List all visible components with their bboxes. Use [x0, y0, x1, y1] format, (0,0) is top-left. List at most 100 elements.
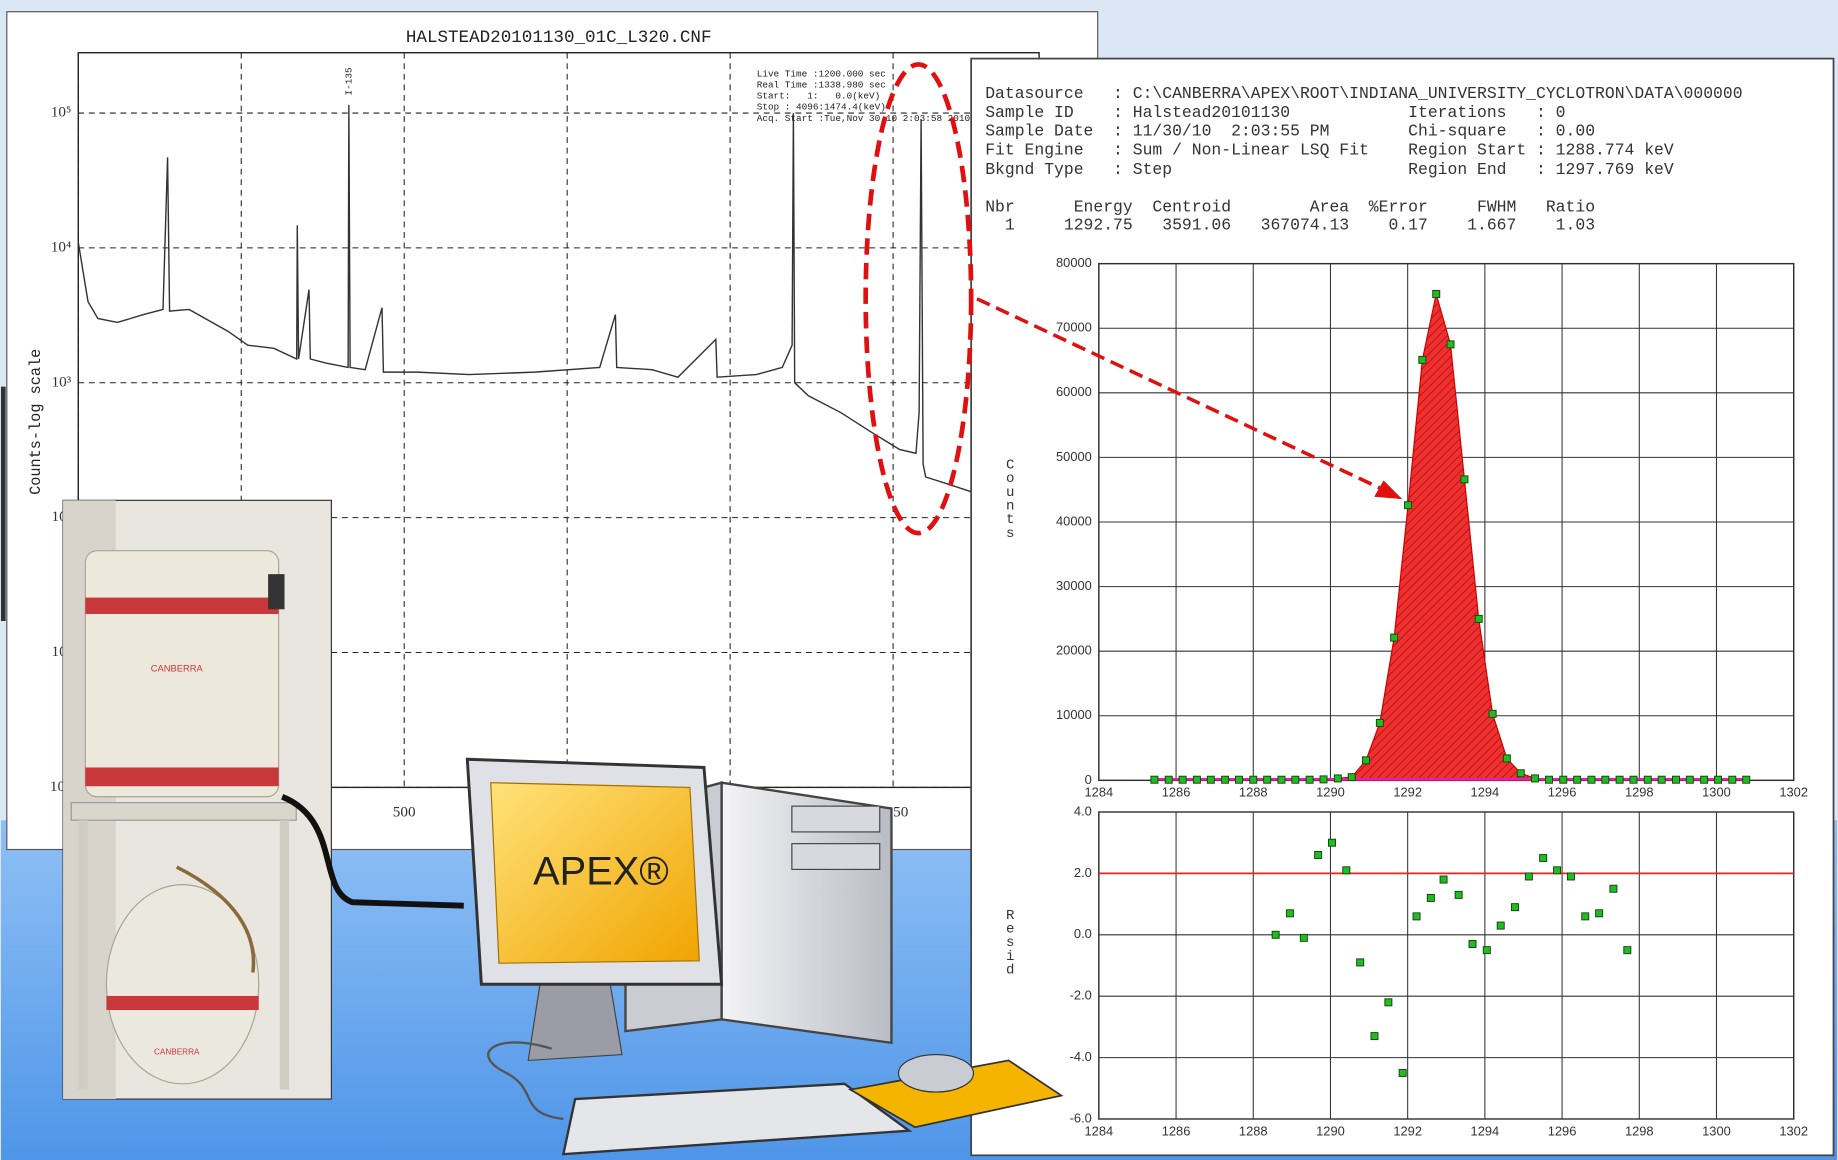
y-tick-label: 2.0	[1074, 865, 1092, 880]
data-point	[1250, 776, 1257, 783]
data-point	[1602, 776, 1609, 783]
x-tick-label: 1286	[1162, 1123, 1191, 1138]
data-point	[1658, 776, 1665, 783]
data-point	[1427, 894, 1434, 901]
data-point	[1554, 867, 1561, 874]
data-point	[1455, 891, 1462, 898]
x-tick-label: 1290	[1316, 785, 1345, 800]
y-tick-label: -2.0	[1070, 988, 1092, 1003]
data-point	[1545, 776, 1552, 783]
x-tick-label: 1288	[1239, 1123, 1268, 1138]
monitor-stand	[528, 984, 622, 1060]
info-line: Start: 1: 0.0(keV)	[757, 91, 881, 102]
x-tick-label: 1290	[1316, 1123, 1345, 1138]
x-tick-label: 1292	[1393, 1123, 1422, 1138]
data-point	[1292, 776, 1299, 783]
plot-area	[1099, 812, 1794, 1119]
data-point	[1334, 775, 1341, 782]
data-point	[1413, 913, 1420, 920]
report-line: 1 1292.75 3591.06 367074.13 0.17 1.667 1…	[985, 215, 1595, 234]
data-point	[1497, 922, 1504, 929]
y-tick-label: 10⁴	[51, 238, 72, 255]
y-tick-label: 0.0	[1074, 926, 1092, 941]
y-tick-label: 40000	[1056, 513, 1092, 528]
data-point	[1264, 776, 1271, 783]
x-tick-label: 1302	[1779, 785, 1808, 800]
data-point	[1179, 776, 1186, 783]
data-point	[1588, 776, 1595, 783]
y-tick-label: -4.0	[1070, 1049, 1092, 1064]
x-tick-label: 1284	[1085, 1123, 1114, 1138]
report-line: Fit Engine : Sum / Non-Linear LSQ Fit Re…	[985, 140, 1674, 159]
x-tick-label: 1294	[1471, 785, 1500, 800]
data-point	[1616, 776, 1623, 783]
data-point	[1574, 776, 1581, 783]
data-point	[1235, 776, 1242, 783]
data-point	[1320, 776, 1327, 783]
data-point	[1151, 776, 1158, 783]
table-leg	[78, 820, 87, 1089]
data-point	[1385, 999, 1392, 1006]
x-tick-label: 1300	[1702, 1123, 1731, 1138]
y-tick-label: 10⁵	[51, 104, 72, 121]
data-point	[1222, 776, 1229, 783]
band	[85, 767, 278, 786]
data-point	[1447, 341, 1454, 348]
screen-label: APEX®	[533, 850, 669, 894]
dewar-top	[85, 551, 278, 797]
data-point	[1286, 910, 1293, 917]
x-tick-label: 1292	[1393, 785, 1422, 800]
data-point	[1419, 356, 1426, 363]
data-point	[1348, 774, 1355, 781]
data-point	[1371, 1033, 1378, 1040]
x-tick-label: 1302	[1779, 1123, 1808, 1138]
data-point	[1405, 502, 1412, 509]
y-tick-label: 4.0	[1074, 803, 1092, 818]
data-point	[1475, 615, 1482, 622]
data-point	[1461, 476, 1468, 483]
data-point	[1357, 959, 1364, 966]
data-point	[1272, 931, 1279, 938]
x-tick-label: 1296	[1548, 785, 1577, 800]
report-line: Bkgnd Type : Step Region End : 1297.769 …	[985, 160, 1674, 179]
data-point	[1701, 776, 1708, 783]
y-tick-label: 10³	[51, 373, 71, 390]
drive-bay	[792, 806, 880, 832]
x-tick-label: 1288	[1239, 785, 1268, 800]
brand-label: CANBERRA	[151, 664, 204, 674]
x-tick-label: 1296	[1548, 1123, 1577, 1138]
data-point	[1278, 776, 1285, 783]
y-tick-label: 30000	[1056, 578, 1092, 593]
data-point	[1644, 776, 1651, 783]
data-point	[1729, 776, 1736, 783]
data-point	[1469, 940, 1476, 947]
y-tick-label: 80000	[1056, 255, 1092, 270]
band	[106, 996, 258, 1010]
report-line: Sample Date : 11/30/10 2:03:55 PM Chi-sq…	[985, 122, 1595, 141]
band	[85, 598, 278, 614]
data-point	[1517, 770, 1524, 777]
data-point	[1610, 885, 1617, 892]
data-point	[1672, 776, 1679, 783]
drive-bay	[792, 844, 880, 870]
data-point	[1399, 1069, 1406, 1076]
data-point	[1328, 839, 1335, 846]
chart-title: HALSTEAD20101130_01C_L320.CNF	[406, 28, 712, 48]
x-tick-label: 1298	[1625, 1123, 1654, 1138]
data-point	[1165, 776, 1172, 783]
data-point	[1560, 776, 1567, 783]
y-tick-label: 20000	[1056, 643, 1092, 658]
mouse	[898, 1055, 973, 1092]
data-point	[1315, 851, 1322, 858]
report-line: Sample ID : Halstead20101130 Iterations …	[985, 103, 1565, 122]
data-point	[1582, 913, 1589, 920]
data-point	[1624, 947, 1631, 954]
data-point	[1433, 290, 1440, 297]
y-axis-label: Counts	[1002, 458, 1018, 540]
brand-label: CANBERRA	[154, 1047, 200, 1056]
data-point	[1630, 776, 1637, 783]
data-point	[1596, 910, 1603, 917]
annotation: I-135	[343, 67, 354, 95]
y-tick-label: 70000	[1056, 320, 1092, 335]
table-leg	[280, 820, 289, 1089]
